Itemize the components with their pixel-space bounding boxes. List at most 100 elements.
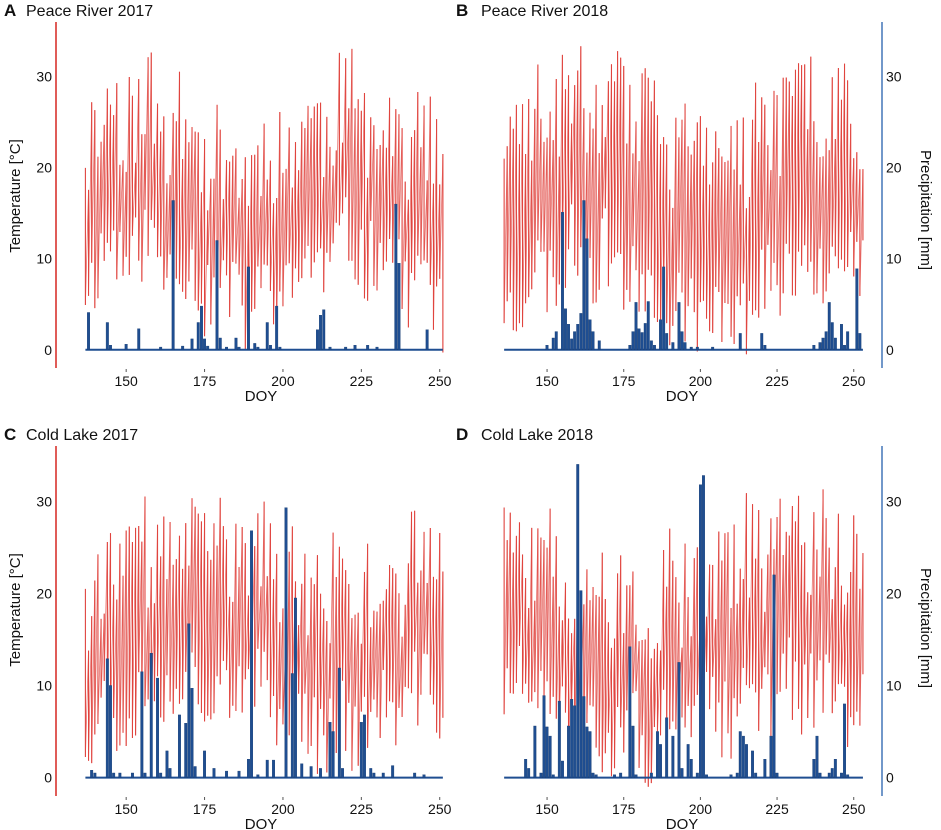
y-tick-label: 10 — [36, 677, 52, 693]
precipitation-bar — [649, 340, 653, 351]
panel-title: Peace River 2017 — [26, 3, 153, 20]
precipitation-bar — [218, 337, 222, 351]
precipitation-bar — [337, 667, 341, 778]
precipitation-bar — [171, 200, 175, 351]
precipitation-bar — [203, 338, 207, 350]
precipitation-bar — [840, 324, 843, 350]
precipitation-bar — [137, 328, 141, 350]
precipitation-bar — [649, 772, 653, 778]
precipitation-bar — [118, 772, 122, 778]
precipitation-bar — [265, 759, 269, 778]
precipitation-bar — [582, 696, 586, 778]
precipitation-bar — [570, 699, 574, 778]
temperature-series — [84, 48, 444, 353]
precipitation-bar — [366, 345, 370, 351]
y-tick-label: 20 — [36, 585, 52, 601]
precipitation-bar — [754, 772, 758, 778]
precipitation-bar — [686, 744, 690, 778]
precipitation-bar — [156, 677, 160, 778]
precipitation-bar — [729, 774, 733, 778]
x-axis-label: DOY — [245, 816, 278, 830]
precipitation-bar — [344, 346, 348, 351]
precipitation-bar — [561, 760, 564, 778]
precipitation-bar — [363, 714, 366, 778]
precipitation-bar — [394, 203, 398, 351]
precipitation-bar — [246, 266, 250, 350]
temp-axis-label-bottom: Temperature [°C] — [7, 553, 24, 667]
precipitation-bar — [533, 725, 537, 778]
x-tick-label: 225 — [350, 801, 374, 817]
precipitation-bar — [105, 658, 109, 778]
temperature-series — [503, 489, 864, 787]
precipitation-bar — [234, 337, 238, 351]
precipitation-bar — [250, 530, 254, 778]
precipitation-bar — [557, 700, 561, 778]
precipitation-bar — [631, 725, 635, 778]
x-tick-label: 175 — [612, 373, 636, 389]
precipitation-bar — [168, 768, 172, 778]
precipitation-bar — [591, 331, 595, 351]
precipitation-bar — [381, 772, 385, 778]
precipitation-bar — [576, 324, 580, 350]
y-tick-label: 20 — [36, 160, 52, 176]
precipitation-bar — [818, 772, 822, 778]
precipitation-bar — [316, 329, 319, 350]
precipitation-bar — [524, 759, 528, 778]
precipitation-bar — [751, 750, 754, 778]
precipitation-bar — [634, 302, 638, 350]
temperature-trace — [503, 46, 864, 355]
precipitation-bar — [653, 345, 656, 351]
precipitation-bar — [640, 332, 644, 350]
precipitation-bar — [177, 714, 181, 778]
y-tick-label: 10 — [886, 251, 902, 267]
precipitation-bar — [203, 750, 207, 778]
precipitation-bar — [196, 322, 200, 350]
precipitation-bar — [93, 772, 97, 778]
precip-axis-label-bottom: Precipitation [mm] — [917, 568, 934, 688]
panel-letter: A — [4, 1, 16, 20]
precipitation-bar — [253, 343, 257, 350]
precip-axis-label-top: Precipitation [mm] — [917, 150, 934, 270]
precipitation-bar — [564, 308, 567, 350]
precipitation-bar — [391, 765, 395, 778]
precipitation-bar — [328, 722, 332, 778]
precipitation-bar — [846, 774, 850, 778]
precipitation-bar — [579, 590, 583, 778]
precipitation-bar — [159, 346, 163, 351]
precipitation-bar — [680, 331, 684, 351]
precipitation-bar — [662, 266, 666, 350]
precipitation-bar — [206, 345, 210, 350]
x-tick-label: 200 — [271, 373, 295, 389]
precipitation-bar — [190, 338, 194, 350]
precipitation-bar — [702, 475, 705, 778]
precipitation-bar — [551, 774, 555, 778]
precipitation-bar — [628, 345, 632, 351]
x-axis-label: DOY — [666, 816, 699, 830]
precipitation-bar — [290, 673, 294, 778]
precipitation-bar — [187, 623, 191, 778]
precipitation-bar — [105, 322, 109, 350]
precipitation-bar — [108, 345, 112, 351]
x-tick-label: 150 — [535, 373, 559, 389]
precipitation-bar — [671, 735, 675, 778]
y-tick-label: 10 — [36, 251, 52, 267]
precipitation-bar — [619, 772, 623, 778]
y-tick-label: 0 — [44, 770, 52, 786]
precipitation-bar — [130, 772, 134, 778]
panel-a: A Peace River 2017 0 10 20 30 150 175 200 225 250 D… — [4, 1, 452, 405]
precipitation-bar — [193, 766, 197, 778]
precipitation-bar — [827, 772, 831, 778]
panel-title: Cold Lake 2018 — [481, 427, 593, 444]
precipitation-bar — [579, 313, 583, 350]
precipitation-bar — [527, 768, 531, 778]
precipitation-bar — [548, 735, 552, 778]
y-tick-label: 0 — [886, 342, 894, 358]
precipitation-bar — [588, 319, 592, 350]
precipitation-bar — [124, 344, 128, 350]
precipitation-bar — [554, 331, 558, 351]
y-tick-label: 30 — [886, 493, 902, 509]
x-tick-label: 225 — [350, 373, 374, 389]
temperature-trace — [85, 48, 444, 353]
precipitation-bar — [634, 774, 638, 778]
